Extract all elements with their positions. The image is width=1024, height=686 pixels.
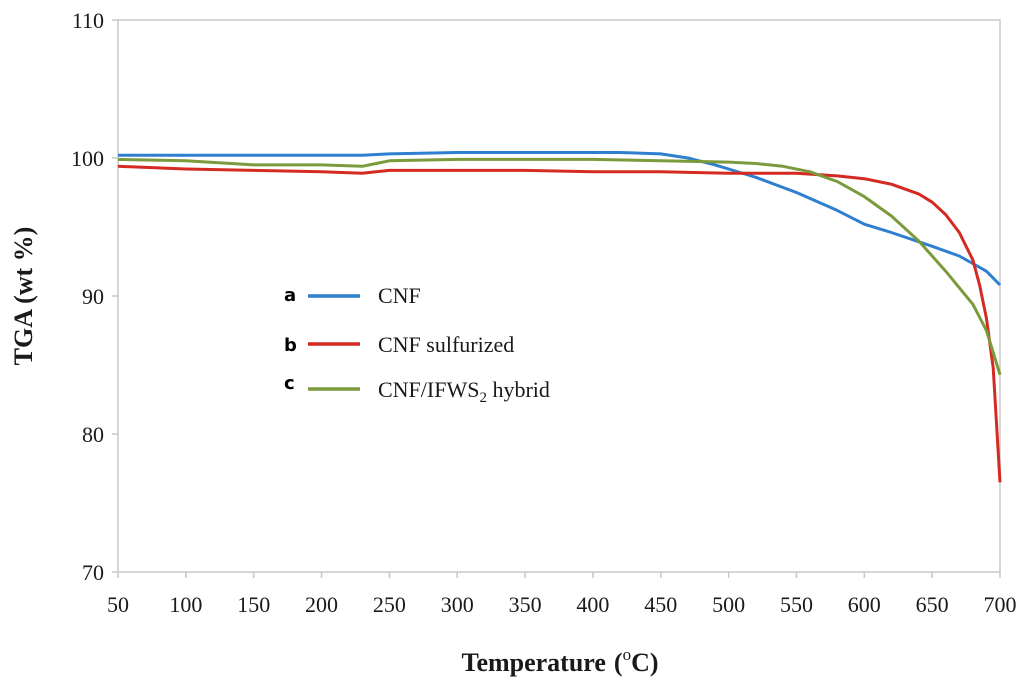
x-tick-label: 200 bbox=[305, 592, 338, 617]
y-axis-ticks: 70 80 90 100 110 bbox=[71, 8, 118, 585]
x-tick-label: 500 bbox=[712, 592, 745, 617]
y-tick-label: 110 bbox=[72, 8, 104, 33]
legend-label-cnf-sulfurized: CNF sulfurized bbox=[378, 332, 514, 357]
y-tick-label: 80 bbox=[82, 422, 104, 447]
x-axis-title: Temperature (oC) bbox=[461, 645, 658, 677]
x-tick-label: 250 bbox=[373, 592, 406, 617]
legend-item-cnf-sulfurized: b CNF sulfurized bbox=[284, 332, 514, 357]
x-tick-label: 300 bbox=[441, 592, 474, 617]
legend-letter-c: c bbox=[284, 373, 295, 394]
x-tick-label: 700 bbox=[984, 592, 1017, 617]
series-line-cnf-sulfurized bbox=[117, 164, 1002, 483]
x-tick-label: 550 bbox=[780, 592, 813, 617]
x-tick-label: 450 bbox=[644, 592, 677, 617]
series-lines bbox=[117, 151, 1002, 483]
y-tick-label: 70 bbox=[82, 560, 104, 585]
x-tick-label: 350 bbox=[509, 592, 542, 617]
legend-letter-a: a bbox=[284, 285, 296, 306]
series-line-cnf bbox=[118, 151, 1002, 287]
legend-label-cnf: CNF bbox=[378, 283, 421, 308]
legend-item-cnf: a CNF bbox=[284, 283, 421, 308]
x-tick-label: 150 bbox=[237, 592, 270, 617]
legend: a CNF b CNF sulfurized c CNF/IFWS2 hybri… bbox=[284, 283, 550, 406]
x-tick-label: 50 bbox=[107, 592, 129, 617]
legend-letter-b: b bbox=[284, 335, 297, 356]
x-tick-label: 600 bbox=[848, 592, 881, 617]
legend-label-cnf-ifws2-hybrid: CNF/IFWS2 hybrid bbox=[378, 377, 550, 406]
series-line-cnf-ifws2-hybrid bbox=[117, 157, 1002, 376]
legend-item-cnf-ifws2-hybrid: c CNF/IFWS2 hybrid bbox=[284, 373, 550, 406]
y-tick-label: 100 bbox=[71, 146, 104, 171]
x-tick-label: 100 bbox=[169, 592, 202, 617]
x-tick-label: 400 bbox=[576, 592, 609, 617]
x-tick-label: 650 bbox=[916, 592, 949, 617]
x-axis-ticks: 50 100 150 200 250 300 350 400 450 500 550 600 650 70… bbox=[107, 572, 1017, 617]
y-axis-title: TGA (wt %) bbox=[9, 227, 38, 366]
plot-area-frame bbox=[117, 19, 1001, 573]
y-tick-label: 90 bbox=[82, 284, 104, 309]
